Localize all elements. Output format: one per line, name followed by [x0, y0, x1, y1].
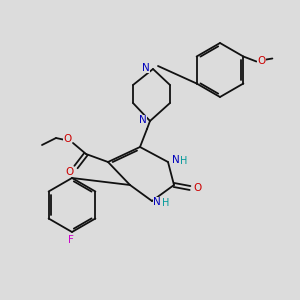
Text: O: O — [257, 56, 266, 65]
Text: O: O — [193, 183, 201, 193]
Text: N: N — [172, 155, 180, 165]
Text: F: F — [68, 235, 74, 245]
Text: N: N — [153, 197, 161, 207]
Text: O: O — [63, 134, 71, 144]
Text: N: N — [142, 63, 150, 73]
Text: H: H — [162, 198, 170, 208]
Text: H: H — [180, 156, 188, 166]
Text: N: N — [139, 115, 147, 125]
Text: O: O — [66, 167, 74, 177]
